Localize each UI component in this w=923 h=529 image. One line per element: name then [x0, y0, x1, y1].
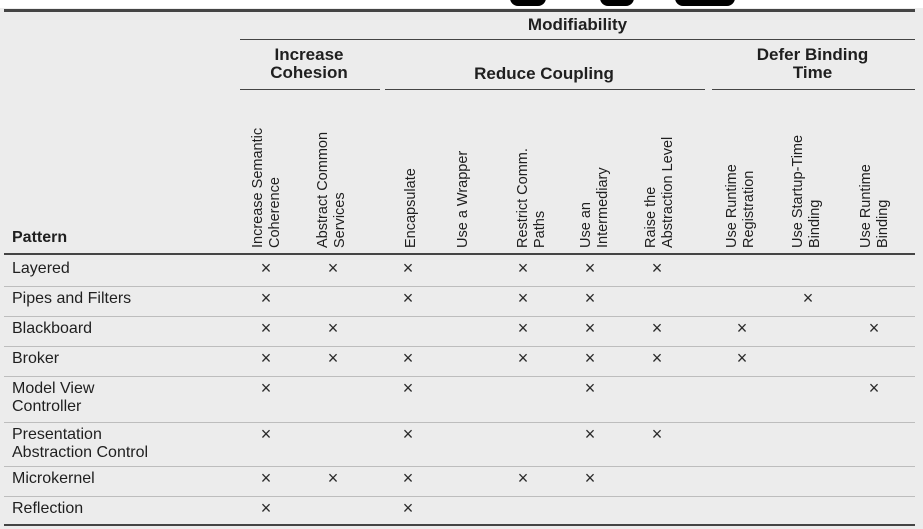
- group-underline-coupling: [385, 89, 705, 90]
- group-underline-cohesion: [240, 89, 380, 90]
- pattern-name-line: Layered: [12, 260, 70, 277]
- modifiability-header: Modifiability: [527, 15, 628, 34]
- mark-cell: ×: [327, 258, 339, 278]
- mark-cell: ×: [327, 348, 339, 368]
- mark-cell: ×: [260, 424, 272, 444]
- mark-cell: ×: [736, 318, 748, 338]
- pattern-name-line: Presentation: [12, 426, 102, 443]
- mark-cell: ×: [517, 468, 529, 488]
- group-increase-cohesion: Increase Cohesion: [270, 45, 348, 82]
- pattern-name: Model View Controller: [12, 380, 94, 416]
- mark-cell: ×: [517, 348, 529, 368]
- mark-cell: ×: [402, 288, 414, 308]
- pattern-name: Reflection: [12, 500, 83, 518]
- group-reduce-coupling: Reduce Coupling: [474, 64, 614, 83]
- pattern-name: Pipes and Filters: [12, 290, 131, 308]
- mark-cell: ×: [402, 468, 414, 488]
- mark-cell: ×: [260, 378, 272, 398]
- row-divider: [4, 286, 915, 287]
- row-divider: [4, 466, 915, 467]
- mark-cell: ×: [260, 348, 272, 368]
- pattern-column-header: Pattern: [12, 229, 68, 246]
- pattern-name-line: Model View: [12, 380, 95, 397]
- mark-cell: ×: [402, 348, 414, 368]
- mark-cell: ×: [584, 288, 596, 308]
- mark-cell: ×: [517, 258, 529, 278]
- mark-cell: ×: [651, 318, 663, 338]
- mark-cell: ×: [402, 424, 414, 444]
- mark-cell: ×: [260, 288, 272, 308]
- mark-cell: ×: [327, 468, 339, 488]
- table-row: Pipes and Filters × × × × ×: [0, 288, 923, 318]
- mark-cell: ×: [517, 288, 529, 308]
- mark-cell: ×: [584, 348, 596, 368]
- pattern-name-line: Controller: [12, 398, 82, 415]
- table-row: Layered × × × × × ×: [0, 258, 923, 288]
- mark-cell: ×: [584, 424, 596, 444]
- pattern-name: Presentation Abstraction Control: [12, 426, 148, 462]
- pattern-name-line: Pipes and Filters: [12, 290, 132, 307]
- header-bottom-rule: [4, 253, 915, 255]
- mark-cell: ×: [651, 424, 663, 444]
- table-row: Presentation Abstraction Control × × × ×: [0, 424, 923, 468]
- group-defer-binding-time: Defer Binding Time: [756, 45, 869, 82]
- mark-cell: ×: [868, 378, 880, 398]
- pattern-name-line: Reflection: [12, 500, 84, 517]
- mark-cell: ×: [868, 318, 880, 338]
- pattern-name: Broker: [12, 350, 59, 368]
- table-row: Broker × × × × × × ×: [0, 348, 923, 378]
- mark-cell: ×: [517, 318, 529, 338]
- mark-cell: ×: [584, 318, 596, 338]
- mark-cell: ×: [651, 348, 663, 368]
- mark-cell: ×: [584, 468, 596, 488]
- row-divider: [4, 346, 915, 347]
- table-row: Reflection × ×: [0, 498, 923, 524]
- mark-cell: ×: [651, 258, 663, 278]
- mark-cell: ×: [584, 258, 596, 278]
- pattern-name: Layered: [12, 260, 70, 278]
- row-divider: [4, 316, 915, 317]
- table-bottom-rule: [4, 524, 915, 526]
- cropped-title-fragment: [0, 0, 923, 8]
- table-top-rule: [4, 9, 915, 12]
- mark-cell: ×: [260, 318, 272, 338]
- mark-cell: ×: [802, 288, 814, 308]
- pattern-name: Microkernel: [12, 470, 95, 488]
- group-underline-binding: [712, 89, 915, 90]
- mark-cell: ×: [402, 498, 414, 518]
- mark-cell: ×: [260, 498, 272, 518]
- row-divider: [4, 376, 915, 377]
- mark-cell: ×: [402, 258, 414, 278]
- table-row: Model View Controller × × × ×: [0, 378, 923, 424]
- pattern-name: Blackboard: [12, 320, 92, 338]
- row-divider: [4, 422, 915, 423]
- row-divider: [4, 496, 915, 497]
- pattern-name-line: Blackboard: [12, 320, 93, 337]
- mark-cell: ×: [584, 378, 596, 398]
- mark-cell: ×: [402, 378, 414, 398]
- modifiability-underline: [240, 39, 915, 40]
- pattern-name-line: Microkernel: [12, 470, 95, 487]
- mark-cell: ×: [260, 468, 272, 488]
- table-row: Microkernel × × × × ×: [0, 468, 923, 498]
- mark-cell: ×: [327, 318, 339, 338]
- mark-cell: ×: [260, 258, 272, 278]
- pattern-name-line: Broker: [12, 350, 60, 367]
- table-row: Blackboard × × × × × × ×: [0, 318, 923, 348]
- pattern-name-line: Abstraction Control: [12, 444, 149, 461]
- mark-cell: ×: [736, 348, 748, 368]
